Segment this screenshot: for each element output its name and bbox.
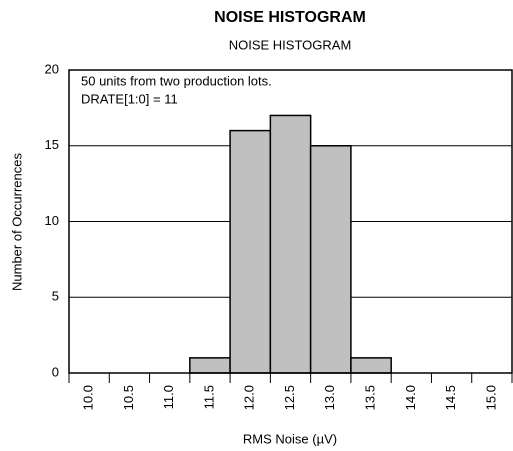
y-tick-label: 0 [52, 364, 59, 379]
x-tick-label: 10.0 [81, 385, 96, 410]
x-tick-label: 15.0 [483, 385, 498, 410]
x-tick-label: 14.0 [403, 385, 418, 410]
y-axis-label: Number of Occurrences [9, 153, 24, 291]
chart-title: NOISE HISTOGRAM [214, 9, 366, 26]
x-tick-label: 13.5 [362, 385, 377, 410]
y-tick-label: 20 [45, 61, 59, 76]
chart-subtitle: NOISE HISTOGRAM [229, 37, 352, 52]
x-tick-label: 14.5 [443, 385, 458, 410]
bar [189, 357, 231, 374]
y-tick-label: 5 [52, 289, 59, 304]
annotation: 50 units from two production lots. [81, 73, 272, 88]
x-axis-label: RMS Noise (µV) [243, 431, 337, 446]
bar [269, 114, 312, 374]
x-tick-label: 13.0 [322, 385, 337, 410]
bar [350, 357, 392, 374]
x-tick-label: 12.5 [282, 385, 297, 410]
x-tick-label: 11.5 [201, 385, 216, 409]
x-tick-label: 10.5 [121, 385, 136, 410]
plot-frame [68, 69, 513, 374]
y-tick-label: 10 [45, 213, 59, 228]
bar [229, 129, 272, 374]
x-tick-label: 12.0 [242, 385, 257, 410]
annotation: DRATE[1:0] = 11 [81, 91, 178, 106]
bar [309, 145, 352, 374]
x-tick-label: 11.0 [161, 385, 176, 409]
y-tick-label: 15 [45, 137, 59, 152]
